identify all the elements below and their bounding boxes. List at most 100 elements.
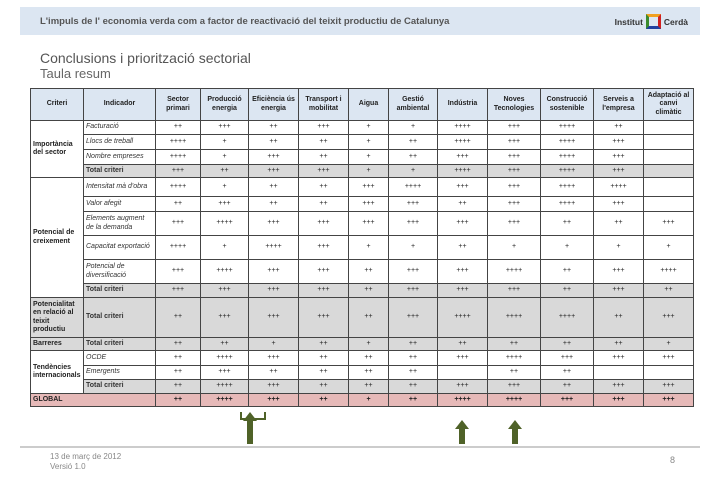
rating-cell: ++++: [155, 235, 201, 260]
rating-cell: ++: [540, 283, 594, 298]
rating-cell: +++: [437, 149, 488, 165]
rating-cell: +++: [643, 350, 694, 366]
rating-cell: ++++: [540, 196, 594, 212]
rating-cell: ++: [348, 365, 389, 380]
rating-cell: +++: [593, 379, 644, 394]
rating-cell: ++: [348, 283, 389, 298]
rating-cell: +++: [200, 283, 249, 298]
indicador-cell: Total criteri: [83, 283, 156, 298]
rating-cell: ++: [388, 350, 438, 366]
rating-cell: ++: [298, 365, 349, 380]
rating-cell: ++: [298, 177, 349, 197]
rating-cell: ++++: [248, 235, 299, 260]
rating-cell: +++: [487, 164, 541, 178]
global-rating-cell: ++: [155, 393, 201, 407]
table-row: Elements augment de la demanda +++ ++++ +++…: [31, 211, 694, 236]
rating-cell: +: [348, 235, 389, 260]
page-subtitle: Taula resum: [40, 66, 111, 81]
rating-cell: ++++: [540, 164, 594, 178]
rating-cell: [643, 134, 694, 150]
table-row: Nombre empreses ++++ + +++ ++ + ++ +++ +++ ++++ ++…: [31, 149, 694, 165]
rating-cell: +++: [155, 211, 201, 236]
indicador-cell: Capacitat exportació: [83, 235, 156, 260]
rating-cell: +++: [200, 120, 249, 135]
indicador-cell: Potencial de diversificació: [83, 259, 156, 284]
rating-cell: +++: [593, 134, 644, 150]
global-rating-cell: ++: [298, 393, 349, 407]
rating-cell: +++: [248, 211, 299, 236]
rating-cell: +: [388, 164, 438, 178]
rating-cell: +++: [248, 259, 299, 284]
rating-cell: ++++: [540, 120, 594, 135]
rating-cell: ++++: [437, 297, 488, 338]
rating-cell: ++: [155, 350, 201, 366]
table-row: Barreres Total criteri ++ ++ + ++ + ++ ++ ++ ++ ++ +: [30, 337, 694, 351]
indicador-cell: Nombre empreses: [83, 149, 156, 165]
indicador-cell: Total criteri: [83, 337, 156, 351]
global-rating-cell: ++: [388, 393, 438, 407]
global-rating-cell: +: [348, 393, 389, 407]
rating-cell: ++: [540, 379, 594, 394]
rating-cell: +++: [248, 149, 299, 165]
column-header: Criteri: [30, 88, 84, 121]
column-header: Gestió ambiental: [388, 88, 438, 121]
rating-cell: [437, 365, 488, 380]
institut-cerda-logo: Institut Cerdà: [615, 14, 688, 29]
rating-cell: +: [248, 337, 299, 351]
table-row: Emergents ++ +++ ++ ++ ++ ++ ++ ++: [31, 365, 694, 380]
rating-cell: ++: [487, 365, 541, 380]
rating-cell: +++: [437, 283, 488, 298]
up-arrow-icon: [508, 420, 522, 444]
indicador-cell: OCDE: [83, 350, 156, 366]
rating-cell: +++: [298, 164, 349, 178]
rating-cell: ++: [348, 297, 389, 338]
rating-cell: ++: [643, 283, 694, 298]
rating-cell: +++: [155, 164, 201, 178]
rating-cell: ++: [593, 297, 644, 338]
column-header: Indústria: [437, 88, 488, 121]
rating-cell: +++: [348, 196, 389, 212]
rating-cell: ++: [437, 196, 488, 212]
rating-cell: ++: [248, 120, 299, 135]
rating-cell: ++++: [388, 177, 438, 197]
rating-cell: +: [348, 337, 389, 351]
rating-cell: ++: [298, 134, 349, 150]
global-rating-cell: +++: [643, 393, 694, 407]
rating-cell: +++: [487, 211, 541, 236]
rating-cell: +++: [248, 164, 299, 178]
rating-cell: +++: [487, 120, 541, 135]
rating-cell: ++: [437, 337, 488, 351]
rating-cell: +++: [593, 196, 644, 212]
rating-cell: +: [348, 149, 389, 165]
rating-cell: +++: [248, 297, 299, 338]
criteri-cell: Tendències internacionals: [30, 350, 84, 394]
table-row: Capacitat exportació ++++ + ++++ +++ + + ++ + + + +: [31, 235, 694, 260]
rating-cell: ++: [593, 211, 644, 236]
rating-cell: +++: [437, 211, 488, 236]
rating-cell: +: [388, 235, 438, 260]
rating-cell: +++: [437, 259, 488, 284]
rating-cell: +++: [487, 379, 541, 394]
page-title: Conclusions i priorització sectorial: [40, 50, 251, 66]
rating-cell: +: [200, 149, 249, 165]
column-header: Transport i mobilitat: [298, 88, 349, 121]
rating-cell: +++: [593, 259, 644, 284]
rating-cell: ++: [155, 297, 201, 338]
global-rating-cell: ++++: [487, 393, 541, 407]
summary-table: Criteri Indicador Sector primari Producció …: [30, 88, 694, 407]
rating-cell: +++: [388, 259, 438, 284]
rating-cell: ++: [155, 120, 201, 135]
rating-cell: [643, 149, 694, 165]
table-row: Potencial de creixement Intensitat mà d'o…: [30, 177, 694, 298]
rating-cell: +++: [388, 211, 438, 236]
column-header: Serveis a l'empresa: [593, 88, 644, 121]
rating-cell: ++: [248, 134, 299, 150]
rating-cell: +++: [593, 283, 644, 298]
rating-cell: ++: [348, 379, 389, 394]
rating-cell: +++: [487, 283, 541, 298]
rating-cell: +++: [248, 379, 299, 394]
rating-cell: ++++: [155, 177, 201, 197]
rating-cell: ++++: [200, 379, 249, 394]
indicador-cell: Total criteri: [83, 297, 156, 338]
indicador-cell: Facturació: [83, 120, 156, 135]
